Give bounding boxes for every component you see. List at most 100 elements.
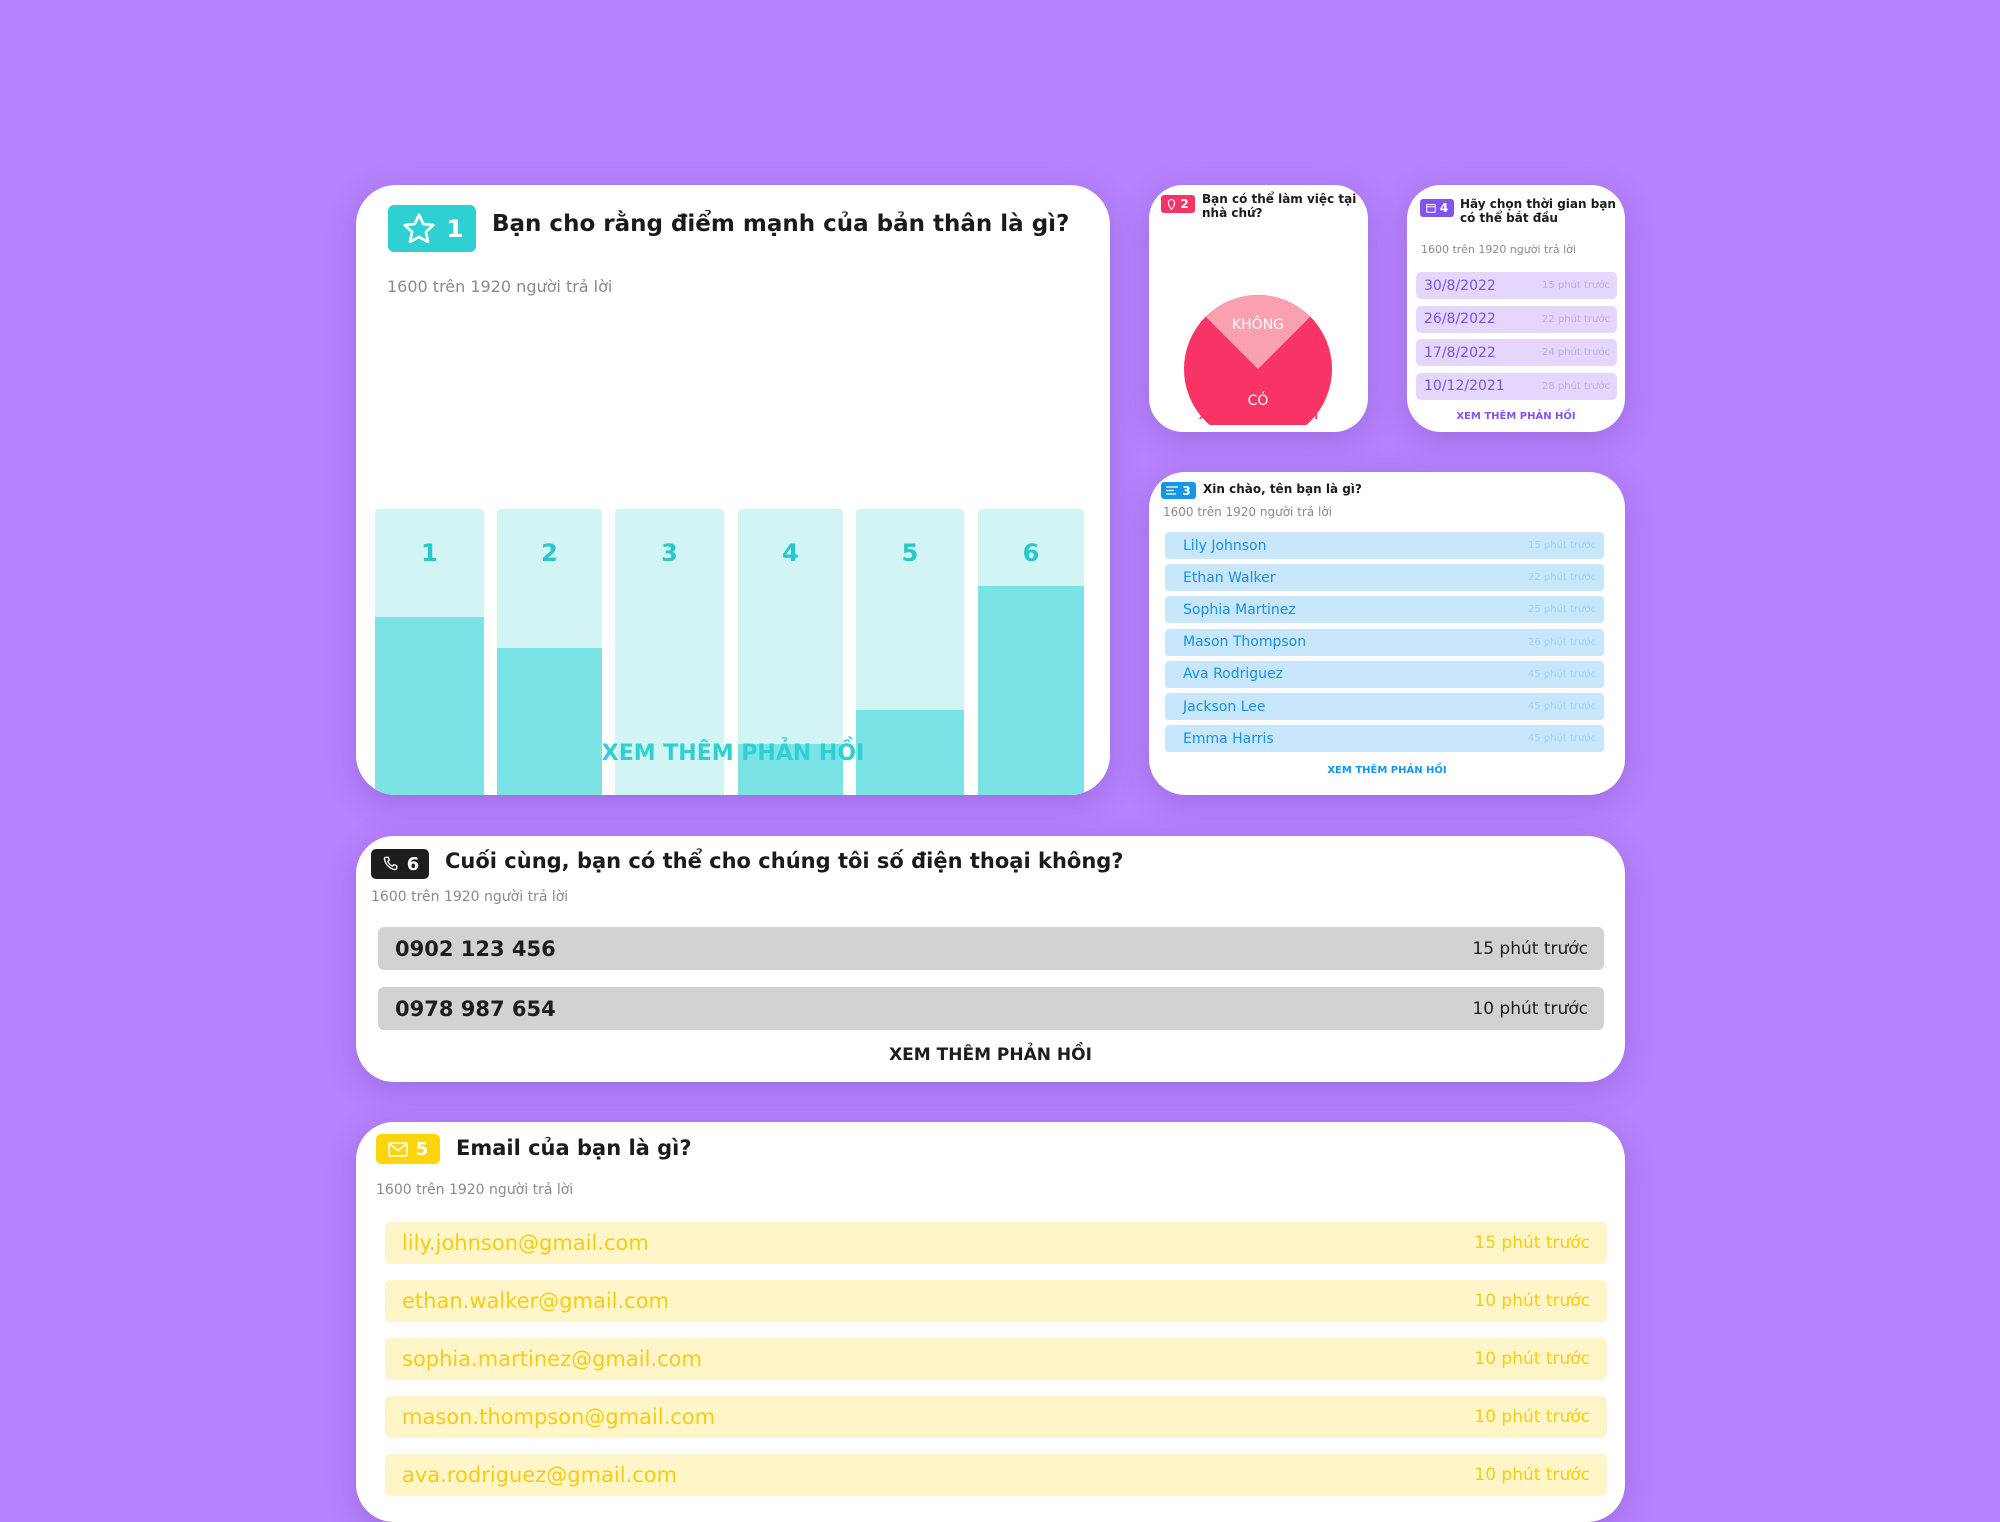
question-2-more-button[interactable]: XEM THÊM PHẢN HỒI: [1198, 411, 1319, 422]
question-3-title: Xin chào, tên bạn là gì?: [1203, 482, 1362, 496]
question-2-pie-chart: KHÔNG CÓ: [1184, 295, 1332, 425]
question-1-more-button[interactable]: XEM THÊM PHẢN HỒI: [601, 741, 865, 766]
q3-row-3[interactable]: Sophia Martinez 25 phút trước: [1165, 596, 1604, 624]
q3-row-time: 26 phút trước: [1527, 636, 1596, 648]
pie-label-khong: KHÔNG: [1232, 315, 1284, 333]
q4-row-2[interactable]: 26/8/2022 22 phút trước: [1416, 305, 1617, 333]
question-3-more-button[interactable]: XEM THÊM PHẢN HỒI: [1327, 765, 1447, 776]
q5-row-3[interactable]: sophia.martinez@gmail.com 10 phút trước: [385, 1338, 1607, 1380]
question-4-more-button[interactable]: XEM THÊM PHẢN HỒI: [1456, 411, 1576, 422]
question-2-card: 2 Bạn có thể làm việc tại nhà chứ? KHÔNG…: [1149, 185, 1368, 432]
question-1-title: Bạn cho rằng điểm mạnh của bản thân là g…: [492, 211, 1070, 237]
pie-slice-khong: [1205, 295, 1311, 369]
q4-row-value: 26/8/2022: [1424, 311, 1496, 327]
q4-row-value: 17/8/2022: [1424, 344, 1496, 361]
question-6-response-count: 1600 trên 1920 người trả lời: [371, 889, 569, 905]
q4-row-4[interactable]: 10/12/2021 28 phút trước: [1416, 372, 1617, 400]
q3-row-value: Jackson Lee: [1183, 698, 1266, 715]
question-6-title: Cuối cùng, bạn có thể cho chúng tôi số đ…: [445, 849, 1124, 873]
bar-5: 5: [856, 509, 964, 795]
question-4-number: 4: [1439, 201, 1449, 215]
q6-row-value: 0902 123 456: [395, 936, 556, 961]
phone-icon: [383, 856, 398, 871]
q4-row-value: 10/12/2021: [1424, 378, 1505, 394]
q3-row-4[interactable]: Mason Thompson 26 phút trước: [1165, 628, 1604, 656]
q5-row-time: 10 phút trước: [1474, 1407, 1590, 1427]
question-4-card: 4 Hãy chọn thời gian bạn có thể bắt đầu …: [1407, 185, 1625, 432]
q5-row-value: mason.thompson@gmail.com: [402, 1405, 716, 1429]
question-4-badge: 4: [1420, 199, 1454, 217]
pie-label-co: CÓ: [1248, 391, 1269, 409]
question-3-card: 3 Xin chào, tên bạn là gì? 1600 trên 192…: [1149, 472, 1625, 795]
question-6-number: 6: [406, 853, 420, 875]
bar-3: 3: [615, 509, 724, 795]
q3-row-7[interactable]: Emma Harris 45 phút trước: [1165, 725, 1604, 753]
question-6-badge: 6: [371, 849, 429, 879]
question-2-title: Bạn có thể làm việc tại nhà chứ?: [1202, 192, 1357, 220]
q5-row-1[interactable]: lily.johnson@gmail.com 15 phút trước: [385, 1222, 1607, 1264]
q3-row-2[interactable]: Ethan Walker 22 phút trước: [1165, 564, 1604, 592]
q4-row-value: 30/8/2022: [1424, 277, 1496, 294]
q3-row-time: 45 phút trước: [1527, 701, 1596, 712]
question-2-badge: 2: [1161, 195, 1195, 213]
q3-row-value: Ethan Walker: [1183, 569, 1276, 586]
text-lines-icon: [1166, 486, 1179, 495]
q6-row-time: 10 phút trước: [1472, 998, 1588, 1019]
q4-row-time: 15 phút trước: [1541, 280, 1610, 291]
q4-row-3[interactable]: 17/8/2022 24 phút trước: [1416, 339, 1617, 366]
question-3-badge: 3: [1161, 482, 1196, 499]
bar-fill-4: [738, 744, 843, 795]
q4-row-time: 22 phút trước: [1541, 313, 1610, 325]
q5-row-4[interactable]: mason.thompson@gmail.com 10 phút trước: [385, 1396, 1607, 1438]
q3-row-time: 25 phút trước: [1527, 604, 1596, 616]
q3-row-value: Sophia Martinez: [1183, 601, 1296, 618]
q5-row-time: 10 phút trước: [1474, 1465, 1590, 1485]
question-5-number: 5: [415, 1138, 429, 1160]
question-1-badge: 1: [388, 205, 476, 252]
q3-row-5[interactable]: Ava Rodriguez 45 phút trước: [1165, 660, 1604, 688]
q6-row-1[interactable]: 0902 123 456 15 phút trước: [378, 927, 1604, 970]
bar-label-4: 4: [782, 539, 799, 567]
q4-row-time: 24 phút trước: [1541, 347, 1610, 358]
q3-row-time: 22 phút trước: [1527, 572, 1596, 584]
question-5-title: Email của bạn là gì?: [456, 1136, 692, 1160]
q5-row-time: 10 phút trước: [1474, 1291, 1590, 1311]
question-4-response-count: 1600 trên 1920 người trả lời: [1421, 243, 1576, 256]
q5-row-time: 10 phút trước: [1474, 1349, 1590, 1369]
q3-row-time: 15 phút trước: [1527, 540, 1596, 551]
q5-row-5[interactable]: ava.rodriguez@gmail.com 10 phút trước: [385, 1454, 1607, 1496]
question-2-number: 2: [1180, 197, 1189, 211]
question-5-card: 5 Email của bạn là gì? 1600 trên 1920 ng…: [356, 1122, 1625, 1522]
q3-row-value: Ava Rodriguez: [1183, 666, 1283, 683]
q5-row-time: 15 phút trước: [1474, 1233, 1590, 1253]
question-5-badge: 5: [376, 1134, 440, 1164]
q6-row-time: 15 phút trước: [1472, 938, 1588, 959]
bar-fill-6: [978, 586, 1084, 795]
q5-row-value: lily.johnson@gmail.com: [402, 1231, 649, 1255]
bar-label-5: 5: [901, 539, 919, 567]
q3-row-6[interactable]: Jackson Lee 45 phút trước: [1165, 693, 1604, 720]
q4-row-1[interactable]: 30/8/2022 15 phút trước: [1416, 272, 1617, 299]
q3-row-value: Lily Johnson: [1183, 537, 1267, 554]
q5-row-value: sophia.martinez@gmail.com: [402, 1347, 702, 1371]
q3-row-time: 45 phút trước: [1527, 668, 1596, 680]
q6-row-2[interactable]: 0978 987 654 10 phút trước: [378, 987, 1604, 1030]
mail-icon: [387, 1141, 408, 1157]
bar-4: 4: [738, 509, 843, 795]
bar-label-6: 6: [1022, 539, 1040, 567]
pin-icon: [1168, 198, 1176, 210]
q3-row-time: 45 phút trước: [1527, 733, 1596, 745]
question-3-response-count: 1600 trên 1920 người trả lời: [1163, 505, 1333, 519]
bar-2: 2: [497, 509, 602, 795]
question-6-more-button[interactable]: XEM THÊM PHẢN HỒI: [889, 1045, 1092, 1065]
question-1-number: 1: [446, 214, 464, 243]
q5-row-2[interactable]: ethan.walker@gmail.com 10 phút trước: [385, 1280, 1607, 1322]
q5-row-value: ethan.walker@gmail.com: [402, 1289, 670, 1313]
bar-6: 6: [978, 509, 1084, 795]
bar-label-3: 3: [661, 539, 678, 567]
bar-fill-5: [856, 710, 964, 795]
q3-row-1[interactable]: Lily Johnson 15 phút trước: [1165, 532, 1604, 559]
star-icon: [403, 212, 435, 243]
bar-label-1: 1: [421, 539, 438, 567]
q3-row-value: Emma Harris: [1183, 730, 1274, 747]
